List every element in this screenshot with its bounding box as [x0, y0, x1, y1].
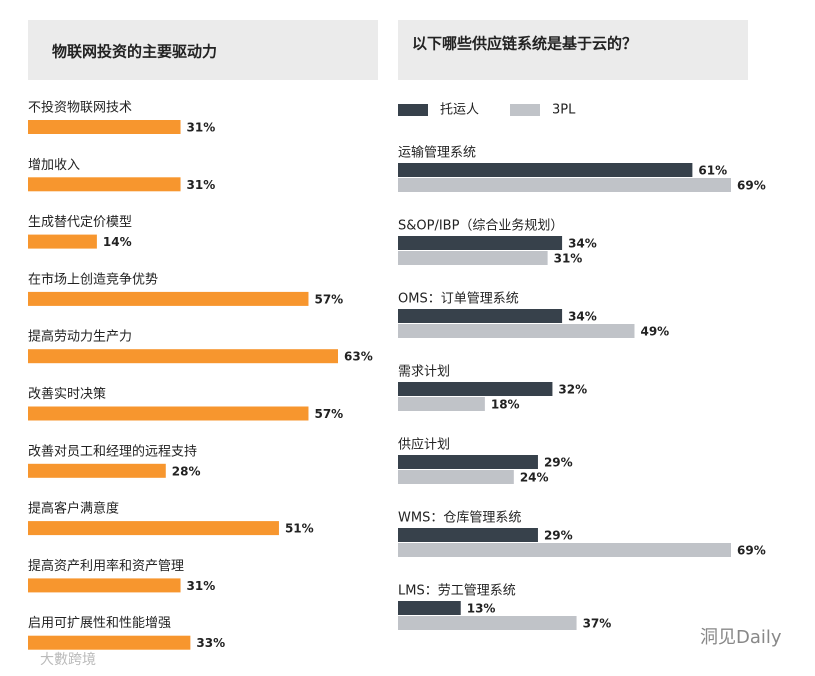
category-label: OMS：订单管理系统 [398, 292, 519, 307]
value-label: 34% [568, 237, 597, 251]
value-label: 37% [583, 617, 612, 631]
category-label: S&OP/IBP（综合业务规划） [398, 218, 563, 234]
watermark: 大數跨境 [40, 652, 96, 668]
value-label: 32% [558, 383, 587, 397]
value-label: 61% [698, 164, 727, 178]
value-label: 24% [520, 471, 549, 485]
category-label: 供应计划 [398, 437, 450, 453]
category-label: 改善实时决策 [28, 386, 106, 402]
bar [398, 251, 548, 265]
legend-swatch [510, 104, 540, 116]
bar [398, 397, 485, 411]
value-label: 31% [187, 178, 216, 192]
legend-label: 3PL [552, 103, 576, 118]
bar [398, 178, 731, 192]
header-box [28, 20, 378, 80]
bar [398, 309, 563, 323]
category-label: 提高客户满意度 [28, 501, 119, 517]
bar [28, 521, 279, 536]
category-label: 生成替代定价模型 [28, 215, 132, 230]
bar [398, 382, 553, 396]
category-label: 改善对员工和经理的远程支持 [28, 443, 197, 459]
bar [398, 324, 635, 338]
category-label: 启用可扩展性和性能增强 [28, 616, 171, 631]
value-label: 34% [568, 310, 597, 324]
value-label: 28% [172, 464, 201, 478]
value-label: 49% [640, 325, 669, 339]
watermark: 洞见Daily [700, 627, 782, 648]
chart-title: 以下哪些供应链系统是基于云的？ [412, 35, 637, 53]
header-box [398, 20, 748, 80]
value-label: 51% [285, 522, 314, 536]
value-label: 31% [187, 121, 216, 135]
value-label: 31% [554, 252, 583, 266]
category-label: 增加收入 [28, 158, 80, 173]
category-label: 运输管理系统 [398, 145, 476, 161]
bar [28, 635, 191, 650]
value-label: 57% [314, 407, 343, 421]
bar [398, 601, 461, 615]
bar [398, 455, 538, 469]
category-label: 提高劳动力生产力 [28, 329, 132, 345]
bar [398, 543, 731, 557]
value-label: 31% [187, 579, 216, 593]
bar [28, 177, 181, 192]
bar [28, 578, 181, 593]
category-label: LMS：劳工管理系统 [398, 583, 516, 599]
category-label: 需求计划 [398, 365, 450, 380]
bar [398, 470, 514, 484]
value-label: 69% [737, 179, 766, 193]
bar [28, 349, 338, 364]
bar [28, 120, 181, 134]
category-label: 提高资产利用率和资产管理 [28, 558, 184, 574]
bar [28, 234, 97, 249]
value-label: 57% [314, 292, 343, 306]
value-label: 29% [544, 529, 573, 543]
category-label: WMS：仓库管理系统 [398, 510, 521, 526]
category-label: 不投资物联网技术 [28, 100, 132, 116]
value-label: 13% [467, 602, 496, 616]
legend-swatch [398, 104, 428, 116]
value-label: 14% [103, 235, 132, 249]
bar [28, 406, 309, 421]
category-label: 在市场上创造竞争优势 [28, 271, 158, 287]
value-label: 29% [544, 456, 573, 470]
value-label: 63% [344, 350, 373, 364]
bar [28, 291, 309, 306]
value-label: 33% [196, 636, 225, 650]
value-label: 69% [737, 544, 766, 558]
bar [398, 528, 538, 542]
bar [398, 236, 563, 250]
legend-label: 托运人 [440, 103, 479, 118]
bar [398, 163, 693, 177]
bar [28, 463, 166, 478]
chart-title: 物联网投资的主要驱动力 [52, 43, 217, 61]
bar [398, 616, 577, 630]
value-label: 18% [491, 398, 520, 412]
